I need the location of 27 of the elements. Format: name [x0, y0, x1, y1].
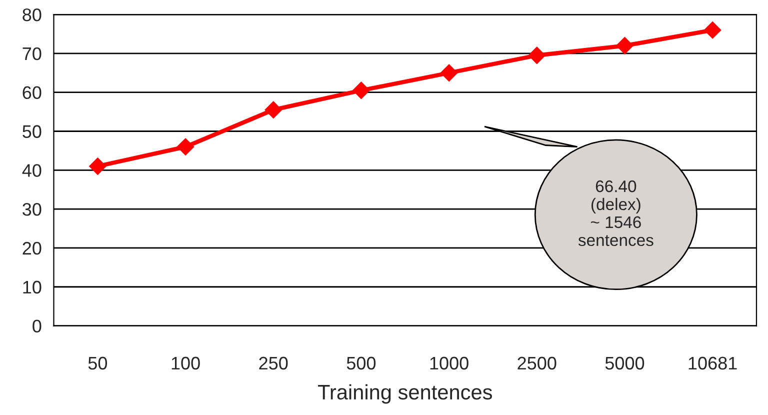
x-tick-label: 50	[88, 356, 108, 370]
x-tick-label: 500	[346, 356, 376, 370]
point	[176, 138, 194, 156]
y-tick-label: 60	[22, 86, 42, 100]
point	[528, 46, 546, 64]
x-tick-label: 5000	[605, 356, 644, 370]
y-tick-label: 10	[23, 280, 42, 294]
y-tick-label: 40	[22, 164, 42, 177]
point	[440, 64, 458, 82]
y-tick-label: 80	[22, 8, 42, 22]
x-tick-label: 250	[259, 356, 288, 370]
x-tick-label: 2500	[518, 356, 556, 370]
point	[616, 37, 634, 54]
point	[704, 22, 722, 39]
point	[89, 158, 106, 175]
y-tick-label: 20	[22, 242, 42, 255]
y-tick-label: 0	[32, 320, 42, 332]
annotation: 66.40 (delex) ~ 1546 sentences	[578, 180, 654, 246]
x-tick-label: 10681	[688, 356, 737, 370]
x-tick-label: 1000	[430, 356, 468, 370]
point	[264, 101, 282, 118]
y-tick-label: 70	[22, 47, 42, 60]
y-tick-label: 50	[22, 125, 42, 138]
x-tick-label: 100	[172, 356, 200, 370]
x-axis-title: Training sentences	[318, 384, 492, 404]
y-tick-label: 30	[22, 202, 42, 216]
point	[352, 82, 370, 99]
